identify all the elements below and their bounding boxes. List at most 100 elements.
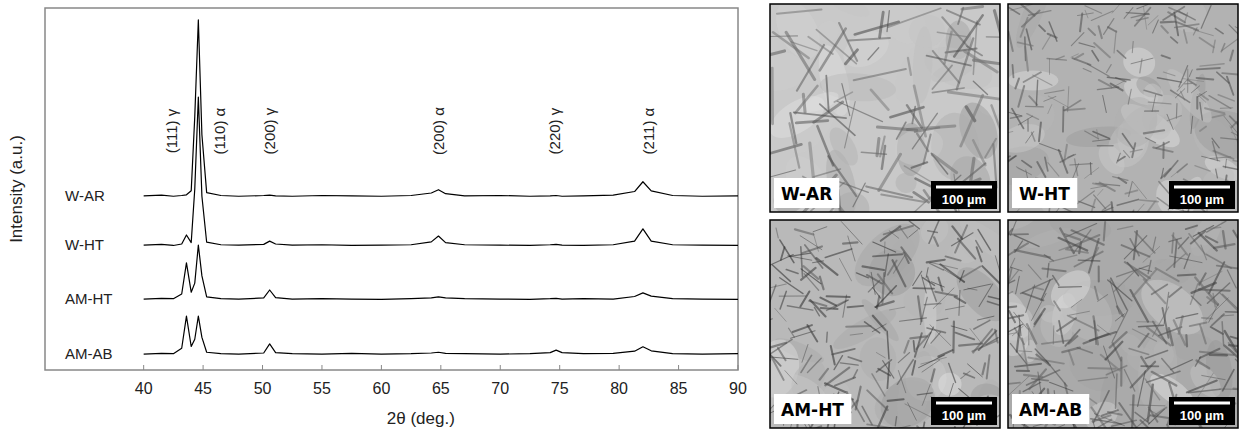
micrograph-lath [1130,404,1165,406]
micrograph-lath [826,332,828,342]
micrograph-lath [817,126,833,165]
micrograph-lath [931,332,941,343]
micrograph-lath [1200,64,1224,66]
micrograph-lath [974,320,990,329]
micrograph-lath [1123,134,1134,149]
micrograph-lath [813,169,840,177]
micrograph-lath [812,261,823,263]
scale-bar-box [931,181,997,209]
micrograph-lath [848,38,889,40]
micrograph-lath [1199,233,1217,251]
micrograph-lath [1132,143,1135,157]
micrograph-lath [1071,54,1078,57]
micrograph-lath [1042,340,1071,344]
micrograph-lath [1053,326,1055,344]
micrograph-lath [1122,245,1150,257]
micrograph-lath [1112,310,1127,341]
scale-bar-label: 100 µm [1180,192,1224,207]
micrograph-lath [1143,201,1155,212]
micrograph-lath [808,37,832,54]
micrograph-lath [821,307,838,310]
micrograph-lath [1187,69,1188,92]
micrograph-grain [1119,43,1160,81]
micrograph-lath [1189,70,1192,77]
micrograph [1008,4,1238,212]
micrograph-lath [803,94,805,112]
micrograph-lath [962,6,983,9]
micrograph-lath [1118,157,1125,161]
micrograph-lath [1035,309,1045,324]
x-tick [381,365,382,370]
micrograph-lath [952,322,955,353]
peak-label: (200) α [430,107,447,155]
micrograph-grain [857,335,899,383]
micrograph-lath [1139,268,1151,271]
micrograph-lath [1174,240,1177,267]
micrograph-lath [932,88,964,93]
micrograph-lath [770,51,784,63]
micrograph-lath [964,373,975,377]
micrograph-lath [834,300,849,308]
micrograph-lath [1200,126,1206,131]
micrograph-lath [807,358,821,372]
micrograph-lath [1184,30,1187,43]
x-tick-label: 60 [372,380,390,397]
micrograph-lath [1080,13,1082,31]
micrograph-lath [940,264,964,282]
micrograph-lath [1192,296,1201,305]
micrograph-lath [789,328,795,337]
micrograph-lath [912,162,928,168]
micrograph-lath [866,186,912,197]
micrograph-lath [934,237,938,246]
micrograph-lath [1077,191,1094,204]
micrograph-lath [909,221,919,229]
micrograph-lath [1071,299,1081,307]
micrograph-lath [1222,294,1237,308]
micrograph-lath [872,374,885,396]
micrograph-lath [912,361,915,375]
micrograph-lath [826,76,828,112]
micrograph-lath [955,333,974,340]
micrograph-lath [1059,321,1063,343]
micrograph-lath [1222,73,1238,75]
micrograph-lath [1037,162,1045,177]
micrograph-label-box [774,394,851,424]
micrograph-lath [1048,105,1052,114]
micrograph-lath [1059,286,1082,288]
micrograph-lath [1079,43,1095,47]
micrograph-lath [1066,224,1096,237]
micrograph-lath [1213,40,1215,52]
micrograph-border [770,4,1000,212]
micrograph-lath [1018,168,1025,171]
micrograph-lath [1227,77,1233,95]
micrograph-lath [913,287,934,289]
micrograph-lath [873,254,902,256]
micrograph-lath [861,152,886,154]
micrograph-lath [785,371,797,384]
micrograph-lath [825,249,851,257]
micrograph-lath [1131,58,1153,64]
micrograph-lath [1108,27,1116,32]
micrograph-lath [770,284,786,290]
micrograph-lath [816,258,837,275]
x-tick-label: 50 [254,380,272,397]
micrograph-lath [876,286,896,308]
micrograph-lath [908,58,911,75]
micrograph-label-box [1012,178,1077,208]
micrograph-lath [1210,354,1227,357]
micrograph-lath [1217,72,1229,83]
micrograph-lath [1221,315,1233,316]
micrograph-lath [1230,116,1238,127]
micrograph-lath [1193,226,1213,237]
micrograph-lath [877,127,916,130]
micrograph-lath [1141,365,1158,367]
micrograph-lath [1059,246,1070,250]
micrograph-lath [1205,108,1224,113]
micrograph-lath [1075,252,1103,267]
scale-bar-box [931,397,997,425]
micrograph-lath [1090,332,1116,340]
micrograph-lath [1114,270,1136,291]
micrograph-lath [1091,186,1107,189]
micrograph-lath [978,230,990,251]
micrograph-lath [1068,316,1099,331]
